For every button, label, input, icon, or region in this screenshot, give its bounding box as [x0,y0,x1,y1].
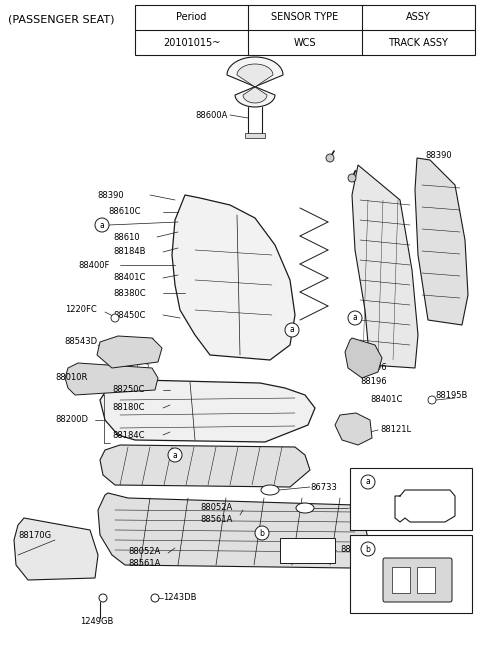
Circle shape [348,311,362,325]
Bar [350,535,472,613]
Text: 88401C: 88401C [113,274,145,282]
Circle shape [95,218,109,232]
Circle shape [111,314,119,322]
Text: 88543D: 88543D [64,337,97,346]
Polygon shape [335,413,372,445]
Circle shape [168,448,182,462]
Text: b: b [260,529,264,538]
Text: 88052A: 88052A [128,548,160,557]
Text: 88450C: 88450C [113,310,145,320]
Text: 88509A: 88509A [380,544,412,553]
Text: 88401C: 88401C [370,396,402,405]
Polygon shape [415,158,468,325]
Text: 1249GB: 1249GB [80,618,113,626]
Ellipse shape [296,503,314,513]
Text: 1220FC: 1220FC [65,305,97,314]
Text: 88184B: 88184B [113,248,145,257]
Text: 88610: 88610 [113,233,140,242]
Polygon shape [100,380,315,442]
Polygon shape [245,133,265,138]
Bar [135,5,475,55]
Text: 88184C: 88184C [112,430,144,440]
Bar [350,468,472,530]
Text: 88600A: 88600A [195,111,228,119]
Text: (PASSENGER SEAT): (PASSENGER SEAT) [8,14,115,24]
Circle shape [348,174,356,182]
Text: 88600G: 88600G [340,546,373,555]
Text: 88121L: 88121L [380,426,411,434]
Text: 88052A: 88052A [200,504,232,512]
Polygon shape [97,336,162,368]
Text: 88610C: 88610C [108,208,141,217]
Circle shape [361,542,375,556]
Text: 86733: 86733 [348,504,375,512]
Text: a: a [289,326,294,335]
Text: 20101015~: 20101015~ [163,37,220,48]
Text: 88170G: 88170G [18,531,51,540]
Text: 88195B: 88195B [435,390,468,400]
Text: a: a [173,451,178,460]
Text: WCS: WCS [294,37,316,48]
Text: 1243DB: 1243DB [163,593,196,603]
Text: 88390: 88390 [425,151,452,160]
Text: a: a [100,221,104,229]
Polygon shape [100,445,310,487]
Polygon shape [352,165,418,368]
Text: 88250C: 88250C [112,386,144,394]
Circle shape [255,526,269,540]
Text: 88196: 88196 [360,377,386,386]
Text: b: b [366,544,371,553]
Circle shape [151,594,159,602]
Polygon shape [98,493,370,568]
Circle shape [99,594,107,602]
Bar [417,567,435,593]
Text: 88380C: 88380C [113,288,145,297]
FancyBboxPatch shape [383,558,452,602]
Circle shape [361,475,375,489]
Polygon shape [237,64,273,103]
Text: Period: Period [177,12,207,22]
Text: 88180C: 88180C [112,403,144,413]
Circle shape [285,323,299,337]
Ellipse shape [261,485,279,495]
Polygon shape [172,195,295,360]
Text: 86733: 86733 [310,483,337,491]
Text: 88200D: 88200D [55,415,88,424]
Circle shape [428,396,436,404]
Polygon shape [65,363,158,395]
Text: a: a [353,314,358,322]
Text: TRACK ASSY: TRACK ASSY [388,37,448,48]
Text: SENSOR TYPE: SENSOR TYPE [271,12,338,22]
Bar [392,567,410,593]
Text: 88400F: 88400F [78,261,109,269]
Text: ASSY: ASSY [406,12,431,22]
Polygon shape [227,57,283,107]
Text: 88390: 88390 [97,191,124,200]
Circle shape [326,154,334,162]
Polygon shape [345,338,382,378]
Text: 88561A: 88561A [128,559,160,567]
Text: 88010R: 88010R [55,373,87,383]
Bar [280,538,335,563]
Text: a: a [366,477,371,487]
Text: 88561A: 88561A [200,515,232,525]
Polygon shape [14,518,98,580]
Text: 88296: 88296 [360,364,386,373]
Text: 88627: 88627 [380,477,407,487]
